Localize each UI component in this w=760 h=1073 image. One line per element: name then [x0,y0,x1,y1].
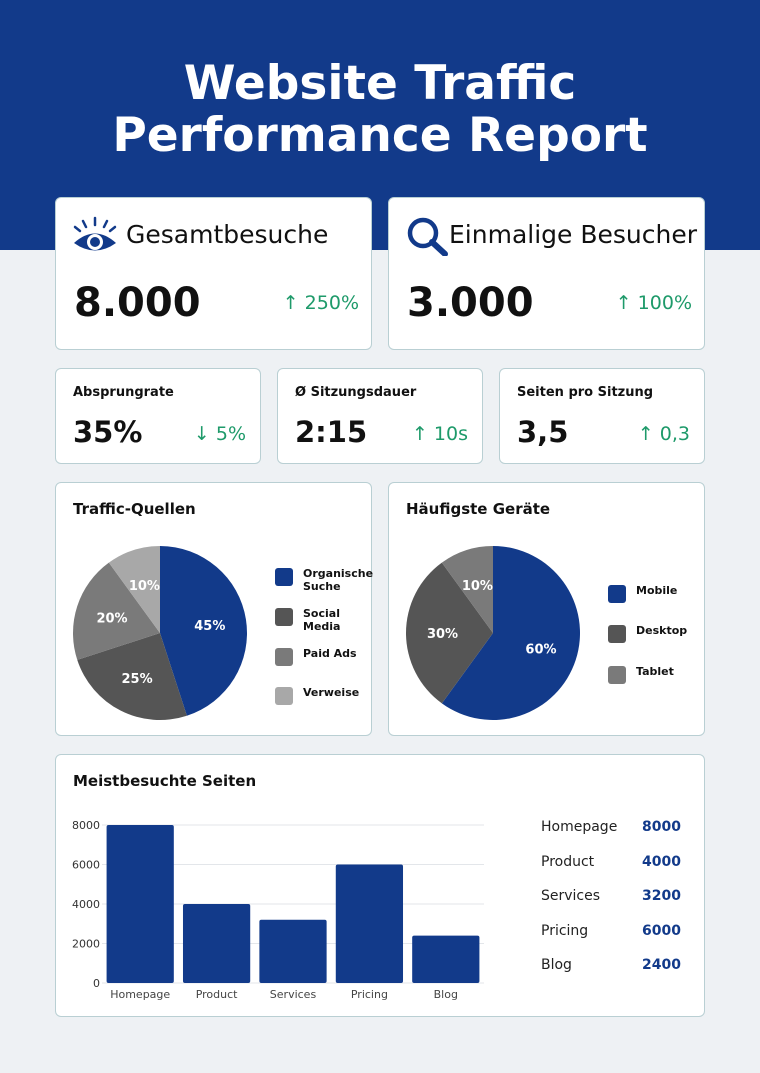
title-line-1: Website Traffic [183,56,577,111]
chart-title: Meistbesuchte Seiten [73,772,257,790]
page-name: Homepage [541,819,618,835]
kpi-label: Einmalige Besucher [449,220,697,249]
bar [106,825,174,983]
page-visits: 4000 [642,853,681,870]
page-visits: 3200 [642,888,681,904]
pie-slice-label: 20% [96,611,127,626]
pie-slice [77,633,187,720]
pie-slice [406,562,493,704]
kpi-delta: ↑ 250% [282,292,359,314]
chart-title: Häufigste Geräte [406,500,551,518]
pie-slice-label: 60% [525,643,556,658]
top-pages-row: Homepage 8000 [541,819,741,835]
legend-item: Mobile [608,584,706,603]
metric-value: 2:15 [295,415,368,449]
metric-value: 35% [73,415,143,449]
devices-card: Häufigste Geräte 60% 30% 10% Mobile Desktop… [388,482,705,736]
page-name: Blog [541,957,572,973]
top-pages-row: Blog 2400 [541,957,741,973]
legend-label: Paid Ads [303,647,357,660]
kpi-delta: ↑ 100% [615,292,692,314]
metric-label: Ø Sitzungsdauer [295,385,417,400]
x-tick-label: Homepage [110,988,170,1001]
pie-slice [72,562,160,660]
eye-icon [73,216,117,251]
top-pages-bar-chart: 0 2000 4000 6000 8000 Homepage Product Services… [72,819,484,1001]
legend-item: Paid Ads [275,647,373,666]
traffic-sources-pie: 45% 25% 20% 10% [72,546,247,720]
page-visits: 8000 [642,819,681,835]
top-pages-row: Pricing 6000 [541,923,741,939]
legend-label: Mobile [636,584,678,597]
x-tick-label: Pricing [351,988,388,1001]
metric-card-pages-per-session: Seiten pro Sitzung 3,5 ↑ 0,3 [499,368,705,464]
legend-swatch [275,687,293,705]
page-visits: 6000 [642,922,681,939]
legend-item: Organische Suche [275,567,373,593]
page-name: Pricing [541,922,589,939]
legend-label: Tablet [636,665,674,678]
page-name: Services [541,888,601,904]
bar [335,864,404,983]
kpi-value: 3.000 [407,280,534,326]
pie-slice-label: 10% [462,579,493,594]
y-tick-label: 2000 [72,938,100,951]
pie-slice [441,546,580,720]
x-tick-label: Blog [434,988,458,1001]
metric-label: Seiten pro Sitzung [517,385,654,400]
legend-swatch [275,648,293,666]
legend-item: Verweise [275,686,373,705]
legend-swatch [608,666,626,684]
y-tick-label: 6000 [72,859,100,872]
traffic-sources-card: Traffic-Quellen 45% 25% 20% 10% Organische … [55,482,373,736]
top-pages-row: Services 3200 [541,888,741,904]
legend-swatch [275,608,293,626]
pie-slice [441,546,493,633]
y-tick-label: 4000 [72,898,100,911]
legend-label: Social Media [303,607,341,633]
devices-pie: 60% 30% 10% [406,546,580,720]
kpi-value: 8.000 [74,280,201,326]
y-tick-label: 0 [93,977,100,990]
title-line-2: Performance Report [112,108,648,163]
kpi-card-total-visits: Gesamtbesuche 8.000 ↑ 250% [55,197,372,350]
magnifier-icon [407,217,448,256]
top-pages-row: Product 4000 [541,854,741,870]
bar [182,904,251,983]
legend-label: Desktop [636,624,688,637]
metric-card-session-duration: Ø Sitzungsdauer 2:15 ↑ 10s [277,368,483,464]
pie-slice [160,546,247,716]
legend-item: Tablet [608,665,706,684]
kpi-label: Gesamtbesuche [126,220,329,249]
bar [412,935,480,983]
y-tick-label: 8000 [72,819,100,832]
legend-swatch [608,585,626,603]
kpi-card-unique-visitors: Einmalige Besucher 3.000 ↑ 100% [388,197,705,350]
legend-label: Verweise [303,686,360,699]
metric-label: Absprungrate [73,385,174,400]
bar [259,919,327,983]
metric-card-bounce-rate: Absprungrate 35% ↓ 5% [55,368,261,464]
legend-label: Organische Suche [303,567,374,593]
top-pages-card: Meistbesuchte Seiten 0 2000 4000 6000 8000 Ho… [55,754,705,1017]
pie-slice [108,546,160,633]
x-tick-label: Product [196,988,238,1001]
chart-title: Traffic-Quellen [73,500,196,518]
legend-item: Social Media [275,607,373,633]
metric-delta: ↑ 0,3 [637,423,690,445]
metric-value: 3,5 [517,415,569,449]
metric-delta: ↑ 10s [411,423,468,445]
pie-slice-label: 30% [427,627,458,642]
legend-swatch [275,568,293,586]
metric-delta: ↓ 5% [193,423,246,445]
pie-slice-label: 25% [122,672,153,687]
page-visits: 2400 [642,957,681,973]
pie-slice-label: 10% [129,579,160,594]
page-name: Product [541,853,595,870]
pie-slice-label: 45% [194,619,225,634]
page-title: Website Traffic Performance Report [0,58,760,162]
legend-swatch [608,625,626,643]
x-tick-label: Services [270,988,317,1001]
legend-item: Desktop [608,624,706,643]
